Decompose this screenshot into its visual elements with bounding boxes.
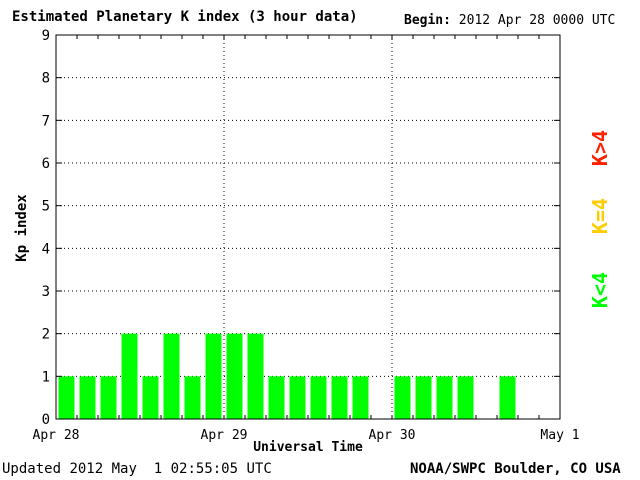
updated-value: 2012 May 1 02:55:05 UTC — [69, 461, 272, 477]
kp-bar — [415, 376, 432, 419]
kp-bar — [226, 333, 243, 419]
y-tick-label: 9 — [42, 28, 50, 44]
kp-bar — [331, 376, 348, 419]
kp-bar — [79, 376, 96, 419]
kp-bar — [268, 376, 285, 419]
y-tick-label: 2 — [42, 327, 50, 343]
kp-bar — [394, 376, 411, 419]
x-tick-label: Apr 28 — [33, 428, 80, 443]
kp-bar — [289, 376, 306, 419]
x-tick-label: Apr 29 — [201, 428, 248, 443]
kp-bar — [163, 333, 180, 419]
y-axis-label: Kp index — [14, 194, 30, 262]
chart-bars — [58, 333, 516, 419]
kp-bar — [352, 376, 369, 419]
kp-bar — [436, 376, 453, 419]
legend-k-equal-4: K=4 — [588, 197, 612, 235]
x-tick-label: Apr 30 — [369, 428, 416, 443]
kp-bar — [100, 376, 117, 419]
y-tick-label: 0 — [42, 412, 50, 428]
y-tick-label: 3 — [42, 284, 50, 300]
y-tick-label: 7 — [42, 113, 50, 129]
kp-bar — [205, 333, 222, 419]
chart-axes: 0 1 2 3 4 5 6 7 8 9 Apr 28 Apr 29 Apr 30 May 1 — [33, 28, 580, 443]
kp-bar — [499, 376, 516, 419]
x-axis-label: Universal Time — [253, 440, 363, 455]
chart-title: Estimated Planetary K index (3 hour data… — [12, 9, 358, 25]
kp-bar — [184, 376, 201, 419]
kp-bar — [457, 376, 474, 419]
kp-bar — [247, 333, 264, 419]
y-tick-label: 8 — [42, 71, 50, 87]
y-tick-label: 6 — [42, 156, 50, 172]
y-tick-label: 4 — [42, 241, 50, 257]
updated-timestamp: Updated 2012 May 1 02:55:05 UTC — [2, 461, 272, 477]
x-tick-label: May 1 — [540, 428, 579, 443]
data-source: NOAA/SWPC Boulder, CO USA — [410, 461, 621, 477]
updated-label: Updated — [2, 461, 62, 477]
kp-bar — [121, 333, 138, 419]
kp-bar — [58, 376, 75, 419]
begin-label: Begin: — [404, 13, 451, 28]
y-tick-label: 5 — [42, 199, 50, 215]
begin-time: Begin: 2012 Apr 28 0000 UTC — [404, 13, 615, 28]
legend-k-above-4: K>4 — [588, 129, 612, 167]
begin-value: 2012 Apr 28 0000 UTC — [458, 13, 616, 28]
kp-bar — [310, 376, 327, 419]
kp-bar — [142, 376, 159, 419]
y-tick-label: 1 — [42, 369, 50, 385]
legend-k-below-4: K<4 — [588, 271, 612, 309]
chart-grid — [56, 35, 560, 419]
